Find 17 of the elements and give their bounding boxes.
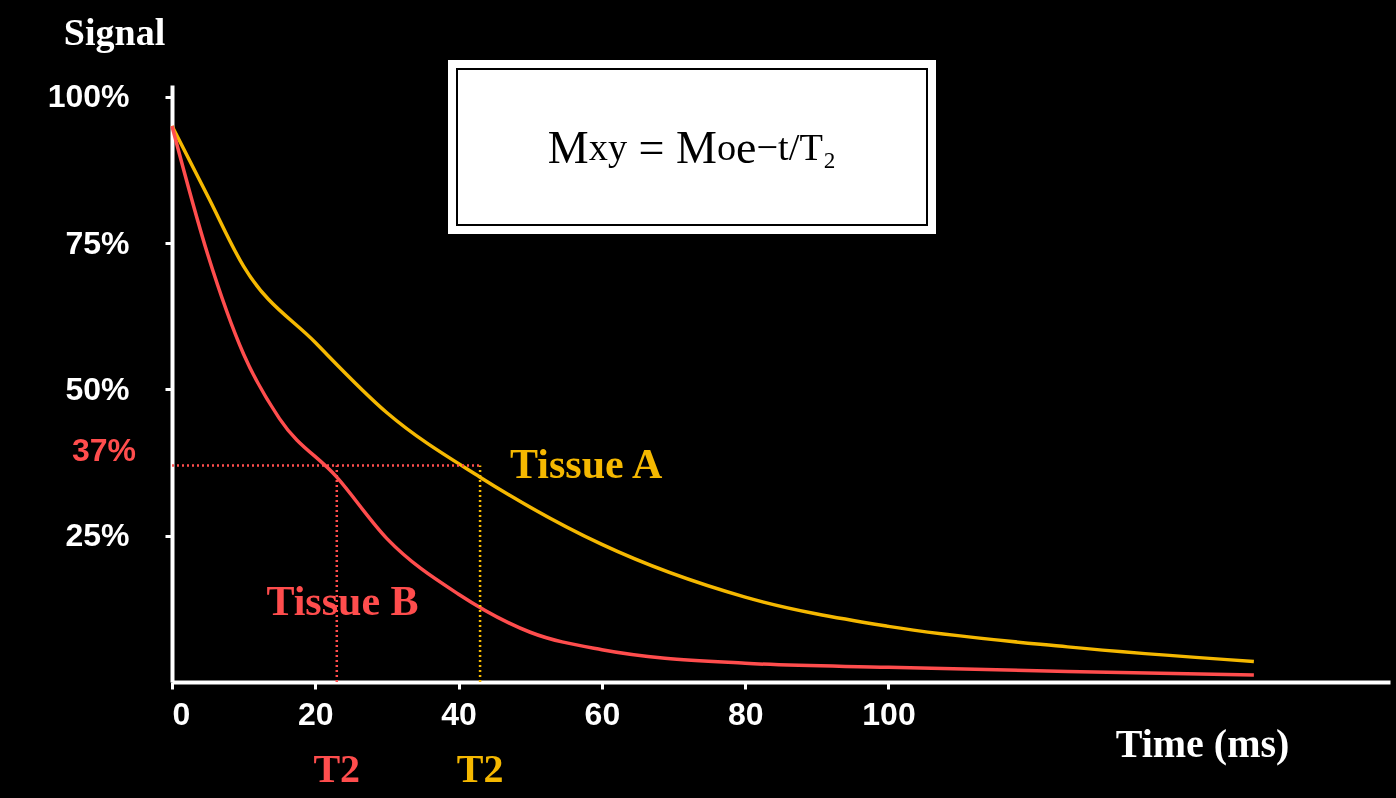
ref-line-label: 37% xyxy=(71,432,136,469)
x-tick-label: 100 xyxy=(862,695,916,732)
y-tick-label: 100% xyxy=(47,78,130,115)
y-axis-title: Signal xyxy=(63,10,166,53)
ref-line-label: T2 xyxy=(313,746,361,791)
x-tick-label: 20 xyxy=(298,695,334,732)
series-label: Tissue A xyxy=(510,441,663,488)
x-tick-label: 0 xyxy=(172,695,191,732)
x-tick-label: 40 xyxy=(441,695,477,732)
ref-line-label: T2 xyxy=(456,746,504,791)
y-tick-label: 75% xyxy=(65,224,130,261)
y-tick-label: 25% xyxy=(65,517,130,554)
x-axis-title: Time (ms) xyxy=(1115,720,1290,766)
x-tick-label: 80 xyxy=(727,695,764,732)
y-tick-label: 50% xyxy=(65,370,130,407)
series-label: Tissue B xyxy=(266,578,419,625)
x-tick-label: 60 xyxy=(584,695,621,732)
